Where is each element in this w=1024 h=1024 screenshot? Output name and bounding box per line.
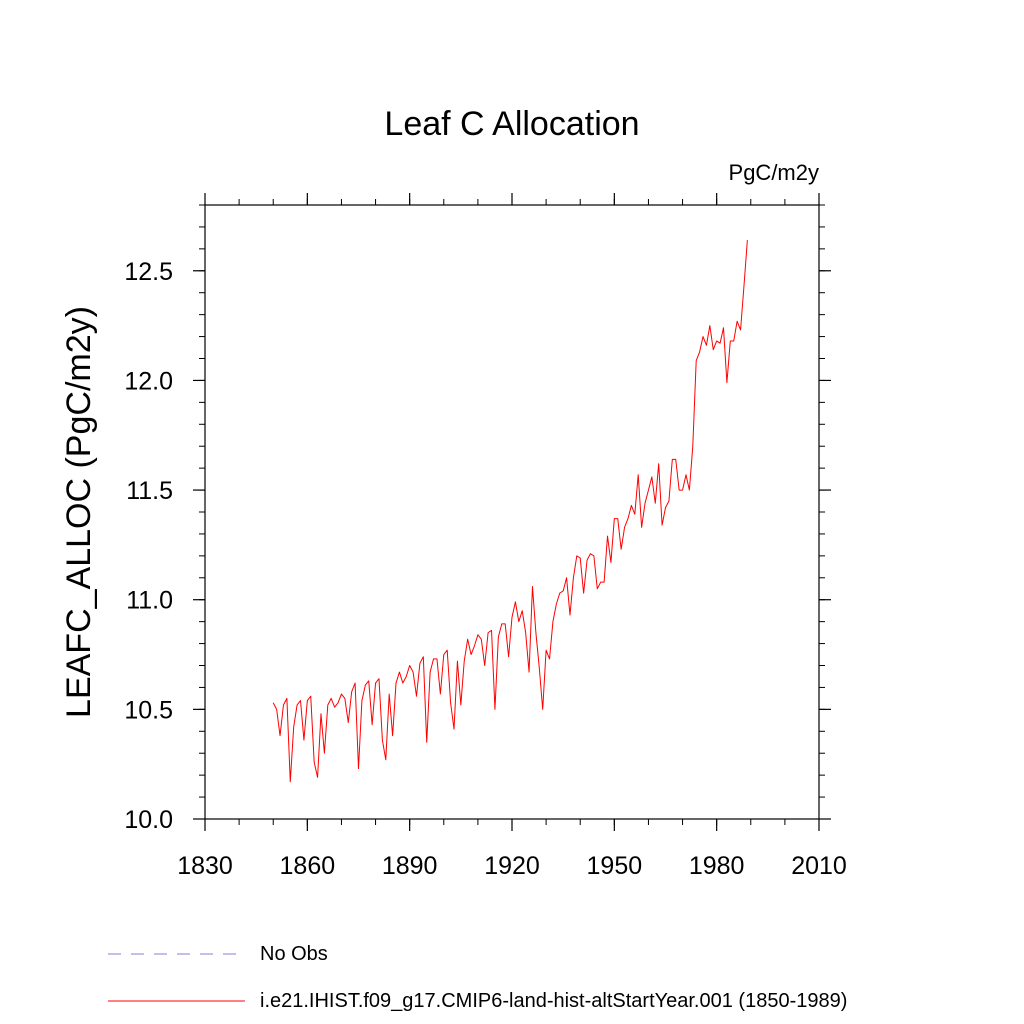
y-tick-label: 11.5 — [126, 477, 173, 505]
x-tick-label: 1890 — [382, 852, 438, 880]
y-tick-label: 10.0 — [124, 806, 173, 834]
y-axis-label: LEAFC_ALLOC (PgC/m2y) — [60, 306, 98, 718]
x-tick-label: 1980 — [689, 852, 745, 880]
x-tick-label: 1950 — [587, 852, 643, 880]
series-lines — [272, 240, 748, 783]
y-tick-label: 10.5 — [124, 696, 173, 724]
series-line-0 — [272, 240, 748, 783]
chart-title: Leaf C Allocation — [384, 105, 639, 143]
y-tick-label: 12.5 — [124, 258, 173, 286]
legend-label-no-obs: No Obs — [260, 943, 328, 965]
axis-tick-labels: 1830 1860 1890 1920 1950 1980 2010 10.0 10.5 11.0… — [124, 258, 846, 880]
units-label: PgC/m2y — [729, 160, 819, 185]
y-tick-label: 12.0 — [124, 367, 173, 395]
y-tick-label: 11.0 — [126, 587, 173, 615]
legend: No Obs i.e21.IHIST.f09_g17.CMIP6-land-hi… — [108, 943, 847, 1012]
legend-label-model: i.e21.IHIST.f09_g17.CMIP6-land-hist-altS… — [260, 990, 847, 1012]
axis-ticks — [193, 193, 831, 831]
plot-frame — [204, 204, 820, 820]
x-tick-label: 2010 — [791, 852, 847, 880]
x-tick-label: 1830 — [177, 852, 233, 880]
x-tick-label: 1860 — [280, 852, 336, 880]
x-tick-label: 1920 — [484, 852, 540, 880]
